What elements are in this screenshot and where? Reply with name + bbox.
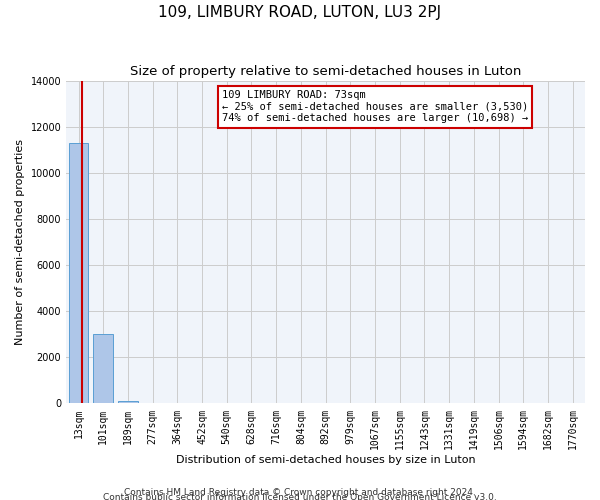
- Bar: [68, 143, 88, 404]
- Bar: [118, 400, 138, 404]
- Text: Contains HM Land Registry data © Crown copyright and database right 2024.: Contains HM Land Registry data © Crown c…: [124, 488, 476, 497]
- Bar: [94, 334, 113, 404]
- Text: Contains public sector information licensed under the Open Government Licence v3: Contains public sector information licen…: [103, 493, 497, 500]
- Y-axis label: Number of semi-detached properties: Number of semi-detached properties: [15, 139, 25, 345]
- Text: 109, LIMBURY ROAD, LUTON, LU3 2PJ: 109, LIMBURY ROAD, LUTON, LU3 2PJ: [158, 5, 442, 20]
- Title: Size of property relative to semi-detached houses in Luton: Size of property relative to semi-detach…: [130, 65, 521, 78]
- Text: 109 LIMBURY ROAD: 73sqm
← 25% of semi-detached houses are smaller (3,530)
74% of: 109 LIMBURY ROAD: 73sqm ← 25% of semi-de…: [222, 90, 528, 124]
- X-axis label: Distribution of semi-detached houses by size in Luton: Distribution of semi-detached houses by …: [176, 455, 475, 465]
- Bar: [143, 403, 163, 404]
